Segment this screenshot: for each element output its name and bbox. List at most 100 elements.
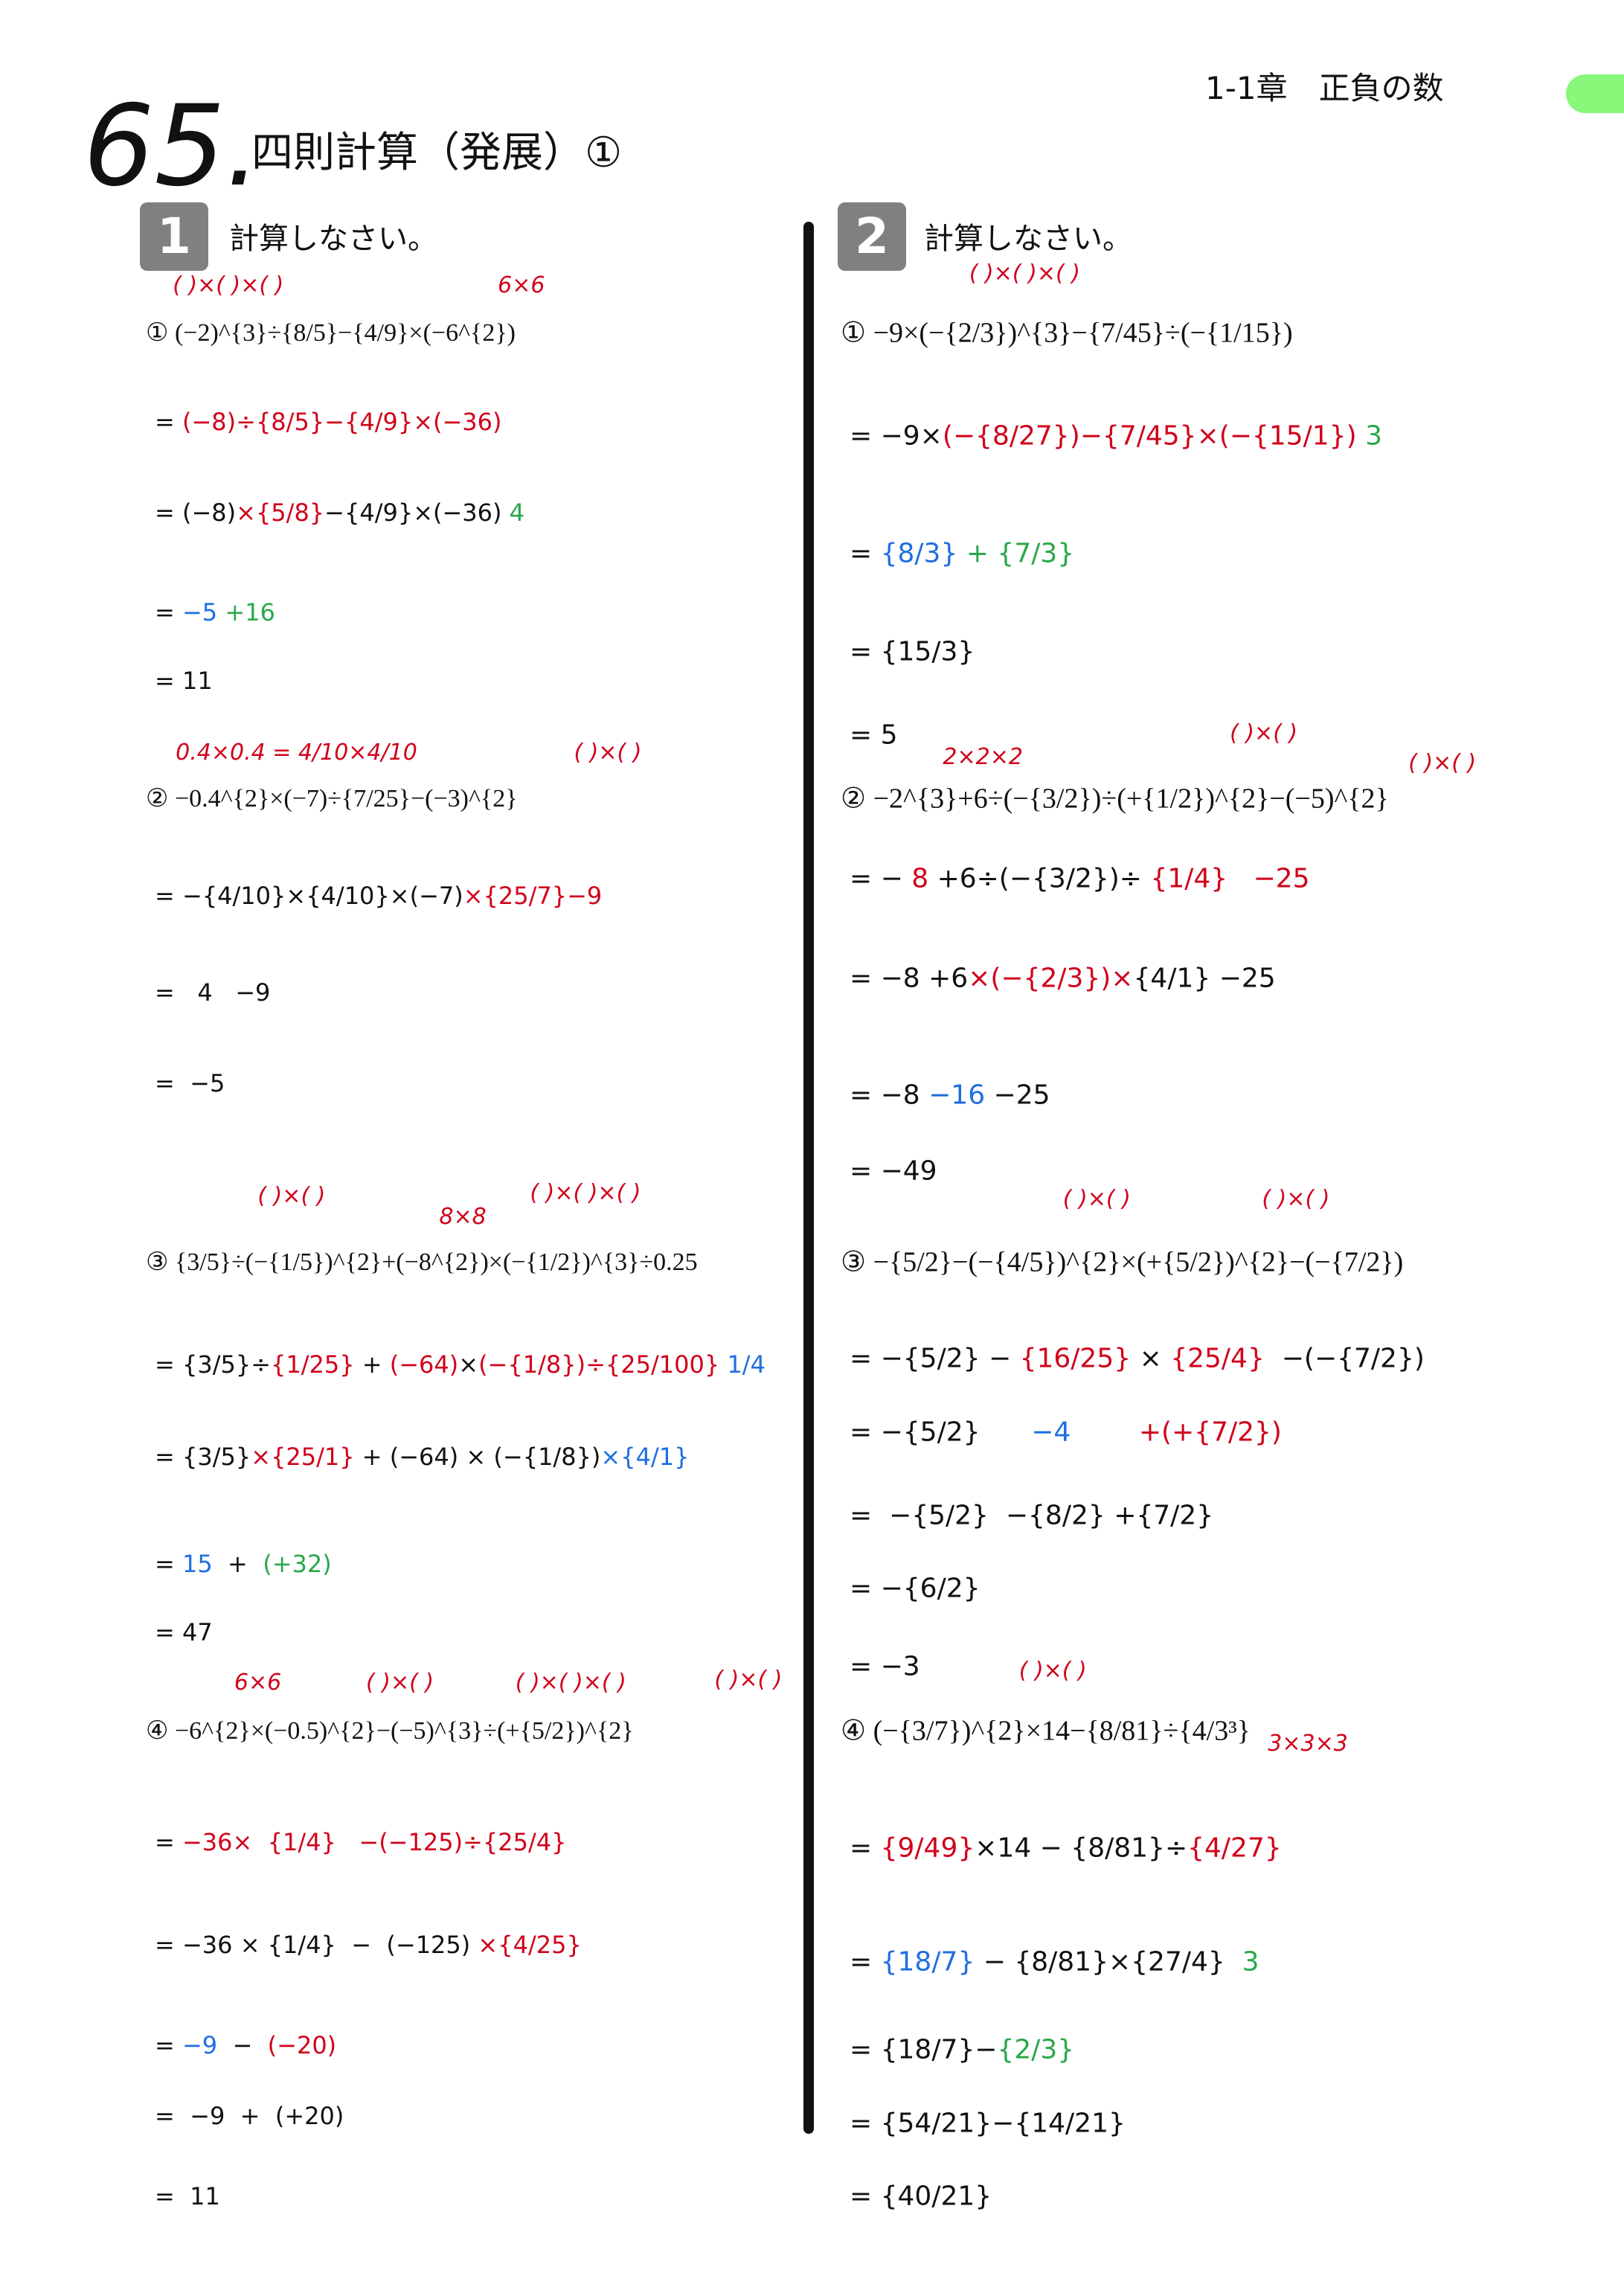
right-work-line: = 5	[850, 719, 898, 750]
right-work-line: = −{6/2}	[850, 1574, 981, 1604]
left-work-line: = (−8)×{5/8}−{4/9}×(−36) 4	[155, 498, 524, 527]
work-segment: (−{8/27})−{7/45}×(−{15/1})	[942, 420, 1357, 452]
left-work-line: = −36 × {1/4} − (−125) ×{4/25}	[155, 1931, 582, 1959]
handwritten-annotation: ( )×( )	[1230, 720, 1298, 747]
handwritten-annotation: ( )×( )	[714, 1666, 783, 1693]
right-work-line: = {9/49}×14 − {8/81}÷{4/27}	[850, 1832, 1282, 1863]
work-segment: ② −2^{3}+6÷(−{3/2})÷(+{1/2})^{2}−(−5)^{2…	[841, 783, 1389, 815]
handwritten-annotation: 0.4×0.4 = 4/10×4/10	[176, 739, 417, 766]
right-work-line: = − 8 +6÷(−{3/2})÷ {1/4} −25	[850, 863, 1309, 894]
work-segment: −36× {1/4} −(−125)÷{25/4}	[182, 1827, 567, 1856]
work-segment: {4/1} −25	[1133, 963, 1276, 994]
handwritten-annotation: ( )×( )	[1262, 1186, 1330, 1213]
work-segment: = −{6/2}	[850, 1573, 981, 1604]
page-title: 四則計算（発展）①	[251, 129, 623, 177]
left-problem-expression: ② −0.4^{2}×(−7)÷{7/25}−(−3)^{2}	[146, 783, 518, 813]
work-segment: 8	[902, 863, 937, 894]
work-segment: = −{4/10}×{4/10}×(−7)	[155, 882, 463, 911]
work-segment: = −36 × {1/4} − (−125)	[155, 1930, 471, 1959]
left-work-line: = −9 + (+20)	[155, 2102, 344, 2130]
work-segment: ×(−{2/3})×	[968, 963, 1134, 994]
left-work-line: = 11	[155, 2182, 220, 2210]
work-segment: 4	[501, 498, 525, 527]
work-segment: {4/27}	[1187, 1832, 1282, 1864]
work-segment: ×{4/1}	[600, 1443, 690, 1472]
left-work-line: = (−8)÷{8/5}−{4/9}×(−36)	[155, 408, 502, 436]
work-segment: = −3	[850, 1651, 920, 1682]
handwritten-annotation: ( )×( )×( )	[530, 1180, 641, 1207]
work-segment: =	[155, 2031, 182, 2060]
work-segment: = {18/7}−	[850, 2034, 998, 2065]
work-segment: = {40/21}	[850, 2181, 992, 2212]
handwritten-annotation: 3×3×3	[1268, 1731, 1348, 1757]
work-segment: =	[155, 1827, 182, 1856]
work-segment: ×14 − {8/81}÷	[975, 1832, 1188, 1864]
work-segment: 1/4	[719, 1350, 766, 1379]
right-problem-expression: ① −9×(−{2/3})^{3}−{7/45}÷(−{1/15})	[841, 315, 1293, 349]
handwritten-annotation: ( )×( )×( )	[515, 1669, 626, 1696]
worksheet-number: 65.	[83, 82, 261, 211]
work-segment: = {15/3}	[850, 636, 975, 667]
section-badge-1: 1	[140, 202, 208, 271]
work-segment: = −9 + (+20)	[155, 2101, 344, 2130]
work-segment: {8/3}	[880, 538, 958, 569]
work-segment: 15	[182, 1549, 213, 1578]
work-segment: {18/7}	[880, 1946, 975, 1978]
work-segment: = −8	[850, 1080, 929, 1111]
work-segment: =	[155, 597, 182, 626]
work-segment: {1/25}	[271, 1350, 355, 1379]
work-segment: ③ −{5/2}−(−{4/5})^{2}×(+{5/2})^{2}−(−{7/…	[841, 1246, 1404, 1278]
work-segment: −{4/9}×(−36)	[324, 498, 502, 527]
right-problem-expression: ② −2^{3}+6÷(−{3/2})÷(+{1/2})^{2}−(−5)^{2…	[841, 781, 1389, 815]
work-segment: = −{5/2}	[850, 1417, 1032, 1448]
work-segment: = 4 −9	[155, 978, 271, 1007]
work-segment: −5	[182, 597, 225, 626]
work-segment: =	[850, 1946, 881, 1978]
work-segment: {1/4} −25	[1150, 863, 1310, 894]
right-work-line: = {15/3}	[850, 636, 975, 667]
work-segment: ×	[458, 1350, 479, 1379]
right-problem-expression: ③ −{5/2}−(−{4/5})^{2}×(+{5/2})^{2}−(−{7/…	[841, 1245, 1403, 1279]
work-segment: {16/25}	[1019, 1343, 1132, 1374]
work-segment: {2/3}	[997, 2034, 1075, 2065]
work-segment: ② −0.4^{2}×(−7)÷{7/25}−(−3)^{2}	[146, 784, 518, 812]
work-segment: ① (−2)^{3}÷{8/5}−{4/9}×(−6^{2})	[146, 318, 516, 347]
work-segment: −(−{7/2})	[1264, 1343, 1425, 1374]
left-work-line: = −36× {1/4} −(−125)÷{25/4}	[155, 1828, 566, 1856]
handwritten-annotation: ( )×( )×( )	[173, 272, 284, 299]
work-segment: = −5	[155, 1069, 225, 1098]
left-work-line: = 4 −9	[155, 978, 270, 1007]
left-work-line: = {3/5}×{25/1} + (−64) × (−{1/8})×{4/1}	[155, 1443, 689, 1471]
left-problem-expression: ③ {3/5}÷(−{1/5})^{2}+(−8^{2})×(−{1/2})^{…	[146, 1247, 698, 1277]
work-segment: +(+{7/2})	[1071, 1417, 1282, 1448]
work-segment: + {7/3}	[957, 538, 1075, 569]
work-segment: = −8 +6	[850, 963, 969, 994]
right-problem-expression: ④ (−{3/7})^{2}×14−{8/81}÷{4/3³}	[841, 1714, 1251, 1748]
work-segment: = 5	[850, 719, 898, 751]
work-segment: (−8)÷{8/5}−{4/9}×(−36)	[182, 407, 502, 436]
left-work-line: = {3/5}÷{1/25} + (−64)×(−{1/8})÷{25/100}…	[155, 1350, 766, 1379]
chapter-tab	[1566, 74, 1624, 113]
handwritten-annotation: ( )×( )	[1018, 1657, 1087, 1684]
work-segment: +	[354, 1350, 390, 1379]
left-work-line: = 15 + (+32)	[155, 1550, 332, 1578]
work-segment: − {8/81}×{27/4}	[975, 1946, 1225, 1978]
work-segment: =	[850, 1832, 881, 1864]
work-segment: (−20)	[267, 2031, 337, 2060]
right-work-line: = −8 −16 −25	[850, 1080, 1050, 1111]
work-segment: ×	[1131, 1343, 1171, 1374]
work-segment: ④ (−{3/7})^{2}×14−{8/81}÷{4/3³}	[841, 1715, 1251, 1747]
work-segment: (−{1/8})÷{25/100}	[478, 1350, 720, 1379]
right-work-line: = −9×(−{8/27})−{7/45}×(−{15/1}) 3	[850, 421, 1382, 452]
right-work-line: = {8/3} + {7/3}	[850, 538, 1074, 568]
work-segment: = 11	[155, 2182, 220, 2210]
work-segment: ×{25/7}−9	[463, 882, 603, 911]
right-work-line: = {18/7}−{2/3}	[850, 2035, 1074, 2065]
left-problem-expression: ④ −6^{2}×(−0.5)^{2}−(−5)^{3}÷(+{5/2})^{2…	[146, 1716, 634, 1745]
work-segment: 3	[1356, 420, 1382, 452]
work-segment: {9/49}	[880, 1832, 975, 1864]
right-work-line: = {40/21}	[850, 2181, 992, 2212]
right-work-line: = −3	[850, 1651, 920, 1681]
work-segment: = 47	[155, 1618, 213, 1647]
